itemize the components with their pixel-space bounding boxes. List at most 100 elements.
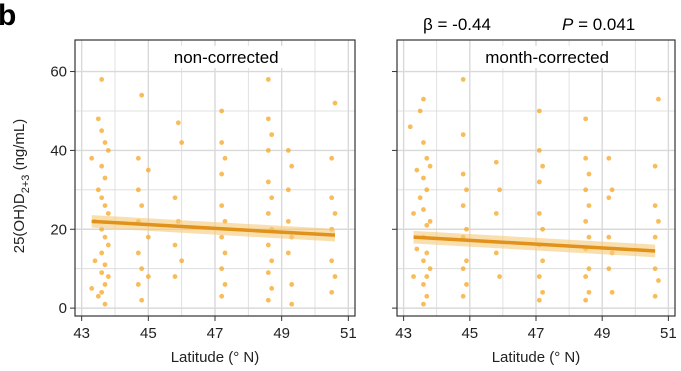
data-point [606,195,612,201]
data-point [427,218,433,224]
data-point [464,282,469,287]
p-label: P [562,15,574,34]
data-point [219,171,225,177]
data-point [427,266,433,272]
panel-letter: b [0,0,16,32]
data-point [536,211,542,216]
data-point [583,218,589,224]
data-point [464,258,469,264]
data-point [652,163,658,169]
data-point [102,262,108,268]
data-point [102,175,108,181]
x-tick-label: 43 [73,325,90,342]
data-point [89,155,95,161]
data-point [460,77,466,82]
data-point [99,270,105,276]
x-tick-label: 49 [273,325,290,342]
data-point [329,289,335,295]
data-point [421,301,426,307]
data-point [583,274,589,279]
data-point [424,155,430,161]
data-point [586,171,592,177]
data-point [219,140,225,145]
data-point [265,211,271,216]
data-point [540,258,546,264]
data-point [411,211,416,216]
data-point [95,116,101,122]
y-tick-label: 20 [50,221,67,238]
data-point [411,274,416,279]
data-point [265,116,271,122]
data-point [536,148,542,153]
data-point [493,250,499,256]
data-point [586,266,592,272]
data-point [332,211,338,216]
y-tick-label: 0 [59,300,67,317]
regression-line [413,235,656,253]
data-point [652,203,658,209]
data-point [92,258,98,264]
x-tick-label: 51 [660,325,677,342]
data-point [609,187,615,193]
data-point [424,293,430,299]
x-axis-label: Latitude (° N) [492,349,581,366]
data-point [265,270,271,276]
data-point [493,211,499,216]
panel-title: non-corrected [174,48,279,67]
data-point [219,234,225,240]
data-point [105,242,111,248]
data-point [421,96,426,102]
data-point [652,293,658,299]
data-point [464,226,469,232]
data-point [269,258,275,264]
data-point [289,163,295,169]
data-point [497,274,502,279]
data-point [289,282,295,287]
data-point [265,297,271,303]
data-point [265,179,271,185]
data-point [606,266,612,272]
data-point [145,274,151,279]
data-point [424,274,430,279]
data-point [222,282,228,287]
data-point [606,155,612,161]
beta-annotation: β = -0.44 [423,15,491,34]
data-point [583,155,589,161]
data-point [414,167,420,173]
data-point [536,179,542,185]
data-point [493,159,499,165]
data-point [265,77,271,82]
data-point [102,140,108,145]
y-axis-label-subscript: 2+3 [20,175,32,194]
panel-non-corrected: non-corrected 43 45 47 49 51 0 20 40 60 Latitude (… [50,39,357,366]
data-point [421,207,426,212]
data-point [285,187,291,193]
data-point [102,301,108,307]
data-point [99,128,105,134]
data-point [417,108,423,114]
data-point [285,218,291,224]
x-tick-label: 43 [395,325,412,342]
data-point [540,226,546,232]
data-point [179,140,185,145]
data-point [105,211,111,216]
data-point [332,274,338,279]
data-point [536,297,542,303]
data-point [99,289,105,295]
data-point [135,282,141,287]
data-point [460,132,466,138]
data-point [586,234,592,240]
data-point [139,297,145,303]
data-point [105,148,111,153]
panel-title-background [477,46,618,68]
data-point [99,163,105,169]
data-point [95,187,101,193]
y-axis-label-unit: (ng/mL) [11,119,28,175]
data-point [421,258,426,264]
x-tick-label: 45 [461,325,478,342]
data-point [583,187,589,193]
data-point [269,132,275,138]
data-point [99,195,105,201]
x-tick-label: 45 [140,325,157,342]
